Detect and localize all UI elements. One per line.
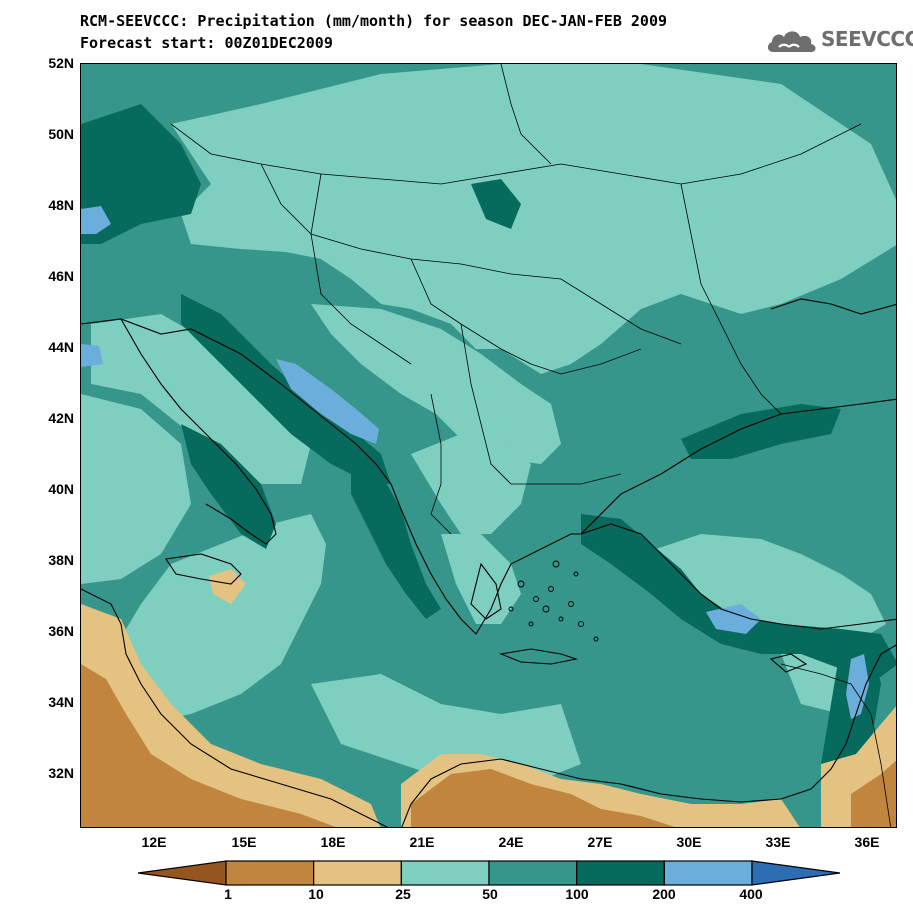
island bbox=[552, 560, 560, 568]
island bbox=[533, 596, 539, 602]
colorbar-label-10: 10 bbox=[308, 886, 324, 902]
island bbox=[508, 606, 514, 612]
border bbox=[780, 663, 892, 827]
lon-label-36e: 36E bbox=[854, 834, 880, 850]
colorbar-segment bbox=[488, 860, 578, 886]
colorbar-label-200: 200 bbox=[652, 886, 676, 902]
border bbox=[310, 173, 412, 365]
lat-label-38n: 38N bbox=[48, 552, 74, 568]
field-class-100-200 bbox=[181, 424, 276, 549]
colorbar-segment bbox=[313, 860, 402, 886]
coastline bbox=[120, 318, 277, 545]
island bbox=[593, 636, 599, 642]
field-class-25-50 bbox=[111, 514, 326, 724]
field-class-25-50 bbox=[311, 304, 561, 464]
field-class-1-10 bbox=[411, 769, 675, 827]
colorbar-label-25: 25 bbox=[395, 886, 411, 902]
precipitation-map bbox=[80, 63, 897, 828]
field-class-100-200 bbox=[81, 104, 201, 244]
colorbar-label-100: 100 bbox=[565, 886, 589, 902]
field-class-25-50 bbox=[441, 534, 521, 624]
lon-label-30e: 30E bbox=[676, 834, 702, 850]
coastline bbox=[401, 644, 896, 827]
logo-text: SEEVCCC bbox=[821, 27, 913, 51]
border bbox=[430, 393, 452, 535]
lat-label-48n: 48N bbox=[48, 197, 74, 213]
field-class-1-10 bbox=[81, 664, 336, 827]
lat-label-40n: 40N bbox=[48, 481, 74, 497]
coastline bbox=[165, 553, 242, 585]
seevccc-logo: SEEVCCC bbox=[765, 24, 913, 58]
lat-label-50n: 50N bbox=[48, 126, 74, 142]
field-class-100-200 bbox=[581, 514, 896, 684]
lon-label-21e: 21E bbox=[409, 834, 435, 850]
coastline bbox=[470, 562, 502, 620]
field-class-200-400 bbox=[81, 206, 111, 234]
lat-label-32n: 32N bbox=[48, 765, 74, 781]
border bbox=[460, 323, 622, 485]
coastline bbox=[580, 398, 896, 535]
field-class-200-400 bbox=[276, 359, 379, 444]
coastline bbox=[580, 523, 896, 630]
field-class-25-50 bbox=[91, 314, 311, 484]
lat-label-52n: 52N bbox=[48, 55, 74, 71]
lat-label-34n: 34N bbox=[48, 694, 74, 710]
island bbox=[528, 621, 534, 627]
field-class-100-200 bbox=[181, 294, 391, 484]
field-class-25-50 bbox=[311, 674, 581, 784]
island bbox=[573, 571, 579, 577]
lon-label-24e: 24E bbox=[498, 834, 524, 850]
coastline bbox=[81, 588, 389, 827]
lon-label-15e: 15E bbox=[231, 834, 257, 850]
island bbox=[578, 621, 584, 627]
lat-label-42n: 42N bbox=[48, 410, 74, 426]
field-class-100-200 bbox=[471, 179, 521, 229]
precipitation-field bbox=[81, 64, 896, 827]
field-class-25-50 bbox=[81, 394, 191, 584]
lon-label-27e: 27E bbox=[587, 834, 613, 850]
colorbar-segment bbox=[225, 860, 315, 886]
colorbar-segment bbox=[663, 860, 753, 886]
island bbox=[517, 580, 525, 588]
lat-label-44n: 44N bbox=[48, 339, 74, 355]
coastline bbox=[770, 298, 896, 315]
coastline bbox=[81, 318, 581, 635]
border bbox=[680, 183, 782, 415]
lon-label-12e: 12E bbox=[141, 834, 167, 850]
colorbar-label-400: 400 bbox=[739, 886, 763, 902]
forecast-start-label: Forecast start: 00Z01DEC2009 bbox=[80, 34, 333, 52]
island bbox=[548, 586, 554, 592]
colorbar-label-50: 50 bbox=[482, 886, 498, 902]
field-class-200-400 bbox=[81, 344, 103, 367]
field-class-200-400 bbox=[706, 604, 761, 634]
colorbar-segment bbox=[751, 860, 840, 886]
border bbox=[260, 163, 682, 345]
colorbar-segment bbox=[400, 860, 490, 886]
coastline bbox=[498, 648, 579, 665]
field-class-100-200 bbox=[351, 464, 441, 619]
lon-label-18e: 18E bbox=[320, 834, 346, 850]
island bbox=[568, 601, 574, 607]
map-title: RCM-SEEVCCC: Precipitation (mm/month) fo… bbox=[80, 12, 667, 30]
border bbox=[500, 64, 552, 165]
coastline bbox=[769, 653, 808, 673]
lat-label-36n: 36N bbox=[48, 623, 74, 639]
field-class-25-50 bbox=[641, 534, 886, 639]
island bbox=[558, 616, 564, 622]
colorbar bbox=[138, 860, 840, 886]
lat-label-46n: 46N bbox=[48, 268, 74, 284]
colorbar-label-1: 1 bbox=[224, 886, 232, 902]
field-class-25-50 bbox=[171, 64, 896, 374]
island bbox=[542, 605, 550, 613]
colorbar-segment bbox=[138, 860, 227, 886]
field-class-1-10 bbox=[851, 760, 896, 827]
field-class-100-200 bbox=[681, 404, 841, 459]
lon-label-33e: 33E bbox=[765, 834, 791, 850]
cloud-icon bbox=[767, 31, 816, 52]
colorbar-segment bbox=[576, 860, 665, 886]
border bbox=[410, 258, 642, 375]
